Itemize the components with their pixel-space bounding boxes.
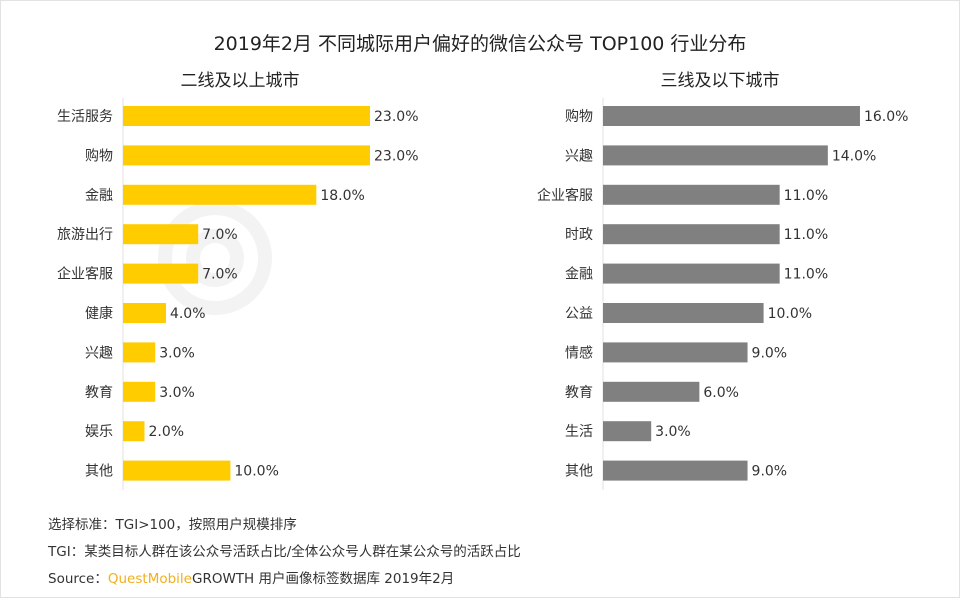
- bar: [603, 421, 652, 442]
- bar: [603, 184, 780, 205]
- data-label: 23.0%: [374, 148, 418, 164]
- category-label: 购物: [85, 148, 113, 164]
- bar: [123, 421, 145, 442]
- footer-tgi-definition: TGI：某类目标人群在该公众号活跃占比/全体公众号人群在某公众号的活跃占比: [48, 544, 521, 560]
- data-label: 3.0%: [159, 385, 195, 401]
- category-label: 健康: [85, 305, 113, 322]
- data-label: 7.0%: [202, 267, 238, 283]
- watermark-logo-picture: [158, 201, 272, 315]
- bar: [603, 263, 780, 284]
- category-label: 娱乐: [85, 424, 113, 440]
- data-label: 9.0%: [752, 345, 788, 361]
- bar: [603, 224, 780, 245]
- bar: [603, 145, 828, 166]
- category-label: 其他: [85, 464, 113, 480]
- data-label: 14.0%: [832, 148, 876, 164]
- category-label: 金融: [565, 267, 593, 283]
- bar: [123, 145, 371, 166]
- category-label: 教育: [85, 385, 113, 401]
- data-label: 18.0%: [320, 188, 364, 204]
- bar: [123, 106, 371, 126]
- data-label: 23.0%: [374, 109, 418, 125]
- category-label: 其他: [565, 464, 593, 480]
- category-label: 金融: [85, 188, 113, 204]
- data-label: 11.0%: [784, 267, 828, 283]
- data-label: 10.0%: [234, 464, 278, 480]
- panel-title-1: 三线及以下城市: [661, 71, 780, 91]
- category-label: 兴趣: [85, 345, 113, 361]
- bar: [123, 460, 231, 481]
- source-rest: GROWTH 用户画像标签数据库 2019年2月: [191, 571, 455, 587]
- footer-criteria: 选择标准：TGI>100，按照用户规模排序: [48, 517, 297, 533]
- category-label: 企业客服: [57, 266, 113, 283]
- data-label: 7.0%: [202, 227, 238, 243]
- data-label: 6.0%: [703, 385, 739, 401]
- panel-title-0: 二线及以上城市: [181, 71, 300, 91]
- bar: [123, 184, 317, 205]
- bar: [123, 224, 199, 245]
- source-brand: QuestMobile: [107, 571, 192, 587]
- chart-title: 2019年2月 不同城际用户偏好的微信公众号 TOP100 行业分布: [214, 33, 747, 55]
- source-prefix: Source：: [48, 571, 108, 587]
- data-label: 2.0%: [148, 424, 184, 440]
- bar: [603, 106, 860, 126]
- bar: [123, 381, 156, 402]
- category-label: 教育: [565, 385, 593, 401]
- data-label: 3.0%: [159, 345, 195, 361]
- bar: [603, 460, 748, 481]
- bar: [603, 342, 748, 363]
- category-label: 公益: [565, 306, 593, 322]
- category-label: 兴趣: [565, 148, 593, 164]
- bar: [123, 342, 156, 363]
- category-label: 时政: [565, 227, 593, 243]
- data-label: 11.0%: [784, 188, 828, 204]
- bar: [123, 303, 166, 323]
- category-label: 生活: [565, 424, 593, 440]
- category-label: 购物: [565, 109, 593, 125]
- data-label: 9.0%: [752, 464, 788, 480]
- data-label: 11.0%: [784, 227, 828, 243]
- data-label: 16.0%: [864, 109, 908, 125]
- category-label: 情感: [565, 344, 593, 361]
- bar: [603, 303, 764, 323]
- footer-source: Source：QuestMobileGROWTH 用户画像标签数据库 2019年…: [48, 567, 454, 587]
- bar: [603, 381, 700, 402]
- data-label: 4.0%: [170, 306, 206, 322]
- category-label: 企业客服: [537, 187, 593, 204]
- bar: [123, 263, 199, 284]
- category-label: 生活服务: [57, 109, 113, 125]
- data-label: 10.0%: [768, 306, 812, 322]
- data-label: 3.0%: [655, 424, 691, 440]
- category-label: 旅游出行: [57, 227, 113, 243]
